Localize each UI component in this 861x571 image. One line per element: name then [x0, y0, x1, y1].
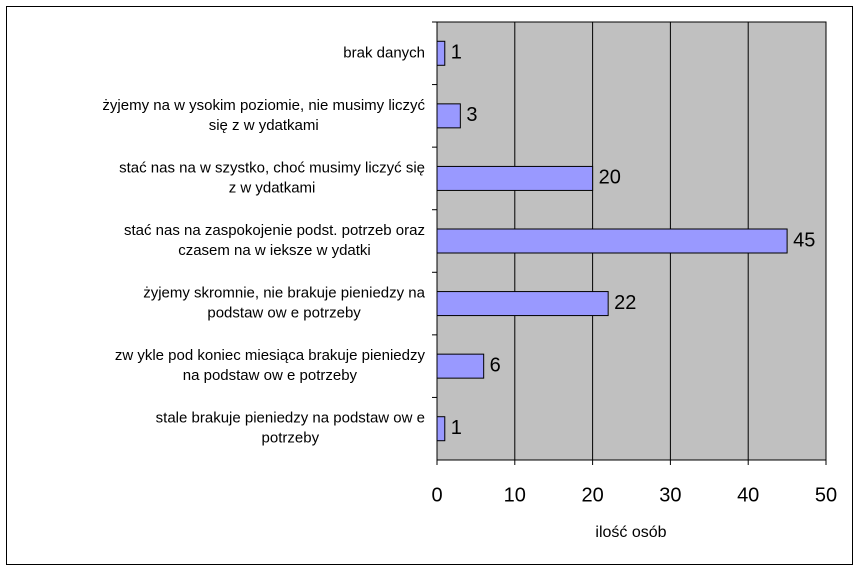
y-tick-label: stać nas na w szystko, choć musimy liczy…: [119, 159, 425, 176]
bar: [436, 291, 609, 317]
y-tick-label: stale brakuje pieniedzy na podstaw ow e: [156, 410, 425, 427]
value-label: 1: [451, 417, 462, 439]
y-tick-label: czasem na w ieksze w ydatki: [178, 242, 371, 259]
y-tick-label: z w ydatkami: [229, 179, 316, 196]
value-label: 3: [466, 104, 477, 126]
x-tick-label: 50: [815, 484, 837, 506]
value-label: 1: [451, 42, 462, 64]
y-tick-label: na podstaw ow e potrzeby: [183, 367, 358, 384]
x-tick-label: 30: [659, 484, 681, 506]
y-tick-label: zw ykle pod koniec miesiąca brakuje pien…: [115, 347, 426, 364]
bar: [436, 40, 446, 66]
x-tick-label: 10: [504, 484, 526, 506]
y-tick-label: potrzeby: [262, 430, 320, 447]
bar: [436, 165, 594, 191]
x-axis-title: ilość osób: [595, 524, 666, 541]
y-tick-label: stać nas na zaspokojenie podst. potrzeb …: [124, 222, 425, 239]
y-tick-label: żyjemy skromnie, nie brakuje pieniedzy n…: [143, 285, 425, 302]
x-tick-label: 20: [581, 484, 603, 506]
bar: [436, 416, 446, 442]
y-tick-label: podstaw ow e potrzeby: [207, 305, 361, 322]
y-tick-label: brak danych: [343, 44, 425, 61]
value-label: 22: [614, 292, 636, 314]
x-tick-label: 0: [431, 484, 442, 506]
value-label: 20: [599, 167, 621, 189]
value-label: 45: [793, 229, 815, 251]
y-tick-label: się z w ydatkami: [209, 117, 319, 134]
x-tick-label: 40: [737, 484, 759, 506]
bar: [436, 353, 485, 379]
value-label: 6: [490, 354, 501, 376]
bar: [436, 103, 461, 129]
y-tick-label: żyjemy na w ysokim poziomie, nie musimy …: [102, 97, 425, 114]
bar: [436, 228, 788, 254]
